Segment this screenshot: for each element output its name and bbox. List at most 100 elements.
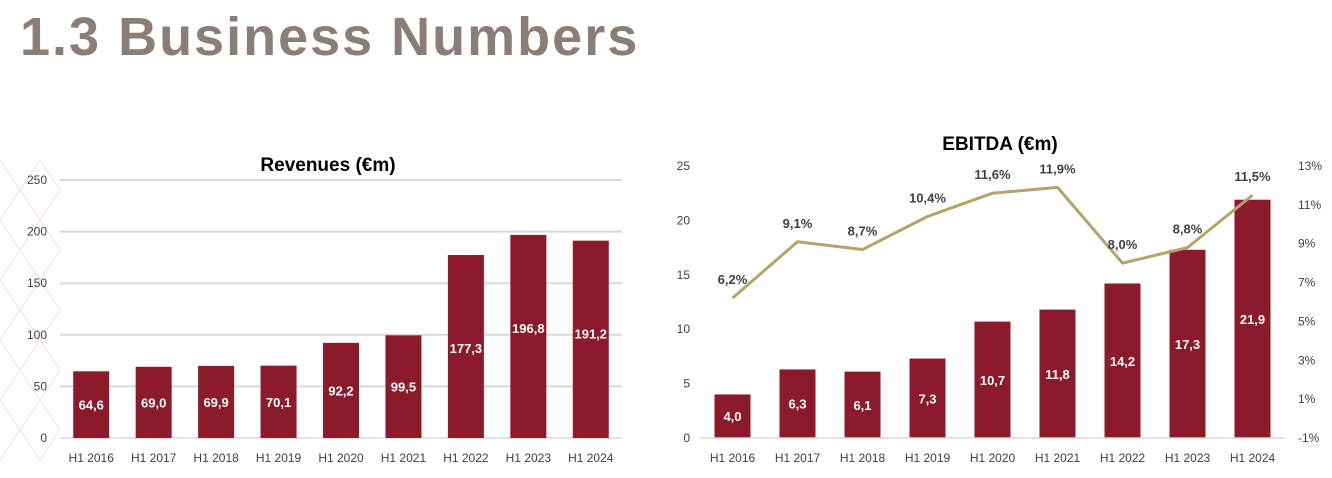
ebitda-margin-label: 8,0% (1108, 237, 1138, 252)
ebitda-y-axis-right: -1% 1% 3% 5% 7% 9% 11% 13% (1298, 159, 1322, 445)
revenues-y-axis: 0 50 100 150 200 250 (27, 173, 47, 445)
ebitda-margin-label: 10,4% (909, 191, 946, 206)
revenues-bar-label: 196,8 (512, 321, 545, 336)
ebitda-bar-label: 21,9 (1240, 312, 1265, 327)
ebitda-y-axis-left: 0 5 10 15 20 25 (677, 159, 691, 445)
revenues-x-tick: H1 2023 (506, 451, 552, 465)
revenues-y-tick: 200 (27, 225, 47, 239)
ebitda-y2-tick: 7% (1298, 276, 1316, 290)
revenues-x-tick: H1 2022 (443, 451, 489, 465)
ebitda-bar (1234, 199, 1271, 438)
ebitda-margin-label: 8,7% (848, 224, 878, 239)
revenues-bar-label: 99,5 (391, 380, 416, 395)
ebitda-chart-title: EBITDA (€m) (942, 134, 1057, 155)
revenues-bar (572, 240, 609, 438)
revenues-bar (198, 365, 235, 438)
revenues-x-tick: H1 2016 (69, 451, 115, 465)
ebitda-y2-tick: 5% (1298, 314, 1316, 328)
ebitda-x-tick: H1 2018 (840, 451, 886, 465)
ebitda-x-tick: H1 2023 (1165, 451, 1211, 465)
ebitda-margin-label: 11,5% (1234, 169, 1271, 184)
ebitda-bar (714, 394, 751, 438)
ebitda-bar-label: 17,3 (1175, 337, 1200, 352)
ebitda-bar-label: 10,7 (980, 373, 1005, 388)
page-title: 1.3 Business Numbers (20, 7, 640, 67)
ebitda-y-tick: 0 (683, 431, 690, 445)
revenues-chart-title: Revenues (€m) (260, 155, 395, 176)
ebitda-y2-tick: 11% (1298, 198, 1321, 212)
revenues-bar-label: 177,3 (450, 341, 483, 356)
revenues-x-tick: H1 2017 (131, 451, 177, 465)
revenues-bars (73, 234, 609, 438)
revenues-bar (510, 234, 547, 438)
revenues-bar-label: 69,0 (141, 395, 166, 410)
revenues-bar (260, 365, 297, 438)
ebitda-margin-label: 11,6% (974, 167, 1011, 182)
ebitda-y2-tick: 3% (1298, 353, 1316, 367)
ebitda-y2-tick: 9% (1298, 237, 1316, 251)
ebitda-bar-label: 14,2 (1110, 354, 1135, 369)
revenues-x-tick: H1 2021 (381, 451, 427, 465)
ebitda-x-tick: H1 2016 (710, 451, 756, 465)
revenues-y-tick: 50 (34, 379, 48, 393)
ebitda-x-axis: H1 2016 H1 2017 H1 2018 H1 2019 H1 2020 H1 20… (710, 451, 1276, 465)
ebitda-bar (1169, 249, 1206, 438)
ebitda-bar (909, 358, 946, 438)
revenues-y-tick: 150 (27, 276, 47, 290)
ebitda-margin-label: 8,8% (1173, 222, 1203, 237)
ebitda-bar-label: 11,8 (1045, 367, 1070, 382)
ebitda-chart: EBITDA (€m) 0 5 10 15 20 25 -1% 1% 3% 5% 7% 9% 11% 1… (677, 134, 1323, 465)
revenues-x-tick: H1 2018 (193, 451, 239, 465)
ebitda-margin-labels: 6,2% 9,1% 8,7% 10,4% 11,6% 11,9% 8,0% 8,8% 11,5% (718, 161, 1271, 287)
ebitda-bar (1039, 309, 1076, 438)
revenues-bar-label: 69,9 (203, 395, 228, 410)
ebitda-margin-label: 6,2% (718, 272, 748, 287)
ebitda-bar (974, 321, 1011, 438)
revenues-x-tick: H1 2019 (256, 451, 302, 465)
ebitda-y2-tick: 13% (1298, 159, 1322, 173)
ebitda-x-tick: H1 2019 (905, 451, 951, 465)
revenues-x-tick: H1 2020 (318, 451, 364, 465)
ebitda-y-tick: 5 (683, 377, 690, 391)
ebitda-x-tick: H1 2022 (1100, 451, 1146, 465)
revenues-y-tick: 0 (40, 431, 47, 445)
revenues-x-tick: H1 2024 (568, 451, 614, 465)
ebitda-bars (700, 199, 1285, 439)
revenues-x-axis: H1 2016 H1 2017 H1 2018 H1 2019 H1 2020 H1 20… (69, 451, 614, 465)
revenues-bar (135, 366, 172, 438)
ebitda-bar-label: 4,0 (723, 409, 741, 424)
revenues-bar-labels: 64,6 69,0 69,9 70,1 92,2 99,5 177,3 196,8 191,2 (79, 321, 607, 413)
ebitda-bar (1104, 283, 1141, 438)
ebitda-y2-tick: -1% (1298, 431, 1320, 445)
ebitda-margin-polyline (731, 185, 1254, 300)
revenues-bar (323, 342, 359, 438)
ebitda-x-tick: H1 2017 (775, 451, 821, 465)
revenues-bar-label: 70,1 (266, 395, 291, 410)
ebitda-y-tick: 20 (677, 213, 691, 227)
revenues-bar-label: 92,2 (328, 383, 353, 398)
ebitda-y2-tick: 1% (1298, 392, 1316, 406)
ebitda-y-tick: 10 (677, 322, 691, 336)
revenues-chart: Revenues (€m) 0 50 100 150 200 250 64,6 69,0 69… (27, 155, 622, 465)
ebitda-x-tick: H1 2020 (970, 451, 1016, 465)
revenues-bar (447, 255, 484, 438)
ebitda-y-tick: 15 (677, 268, 691, 282)
ebitda-y-tick: 25 (677, 159, 691, 173)
ebitda-margin-line (731, 185, 1254, 300)
ebitda-bar-labels: 4,0 6,3 6,1 7,3 10,7 11,8 14,2 17,3 21,9 (723, 312, 1265, 424)
ebitda-bar (844, 371, 881, 438)
revenues-y-tick: 250 (27, 173, 47, 187)
ebitda-bar-label: 6,3 (788, 397, 806, 412)
revenues-y-tick: 100 (27, 328, 47, 342)
decorative-pattern (0, 158, 60, 462)
revenues-bar-label: 64,6 (79, 398, 104, 413)
ebitda-margin-label: 11,9% (1039, 161, 1076, 176)
ebitda-bar (779, 369, 816, 438)
ebitda-margin-label: 9,1% (783, 216, 813, 231)
ebitda-x-tick: H1 2021 (1035, 451, 1081, 465)
revenues-bar (385, 335, 422, 438)
ebitda-x-tick: H1 2024 (1230, 451, 1276, 465)
ebitda-bar-label: 6,1 (853, 398, 871, 413)
revenues-bar (73, 371, 110, 438)
